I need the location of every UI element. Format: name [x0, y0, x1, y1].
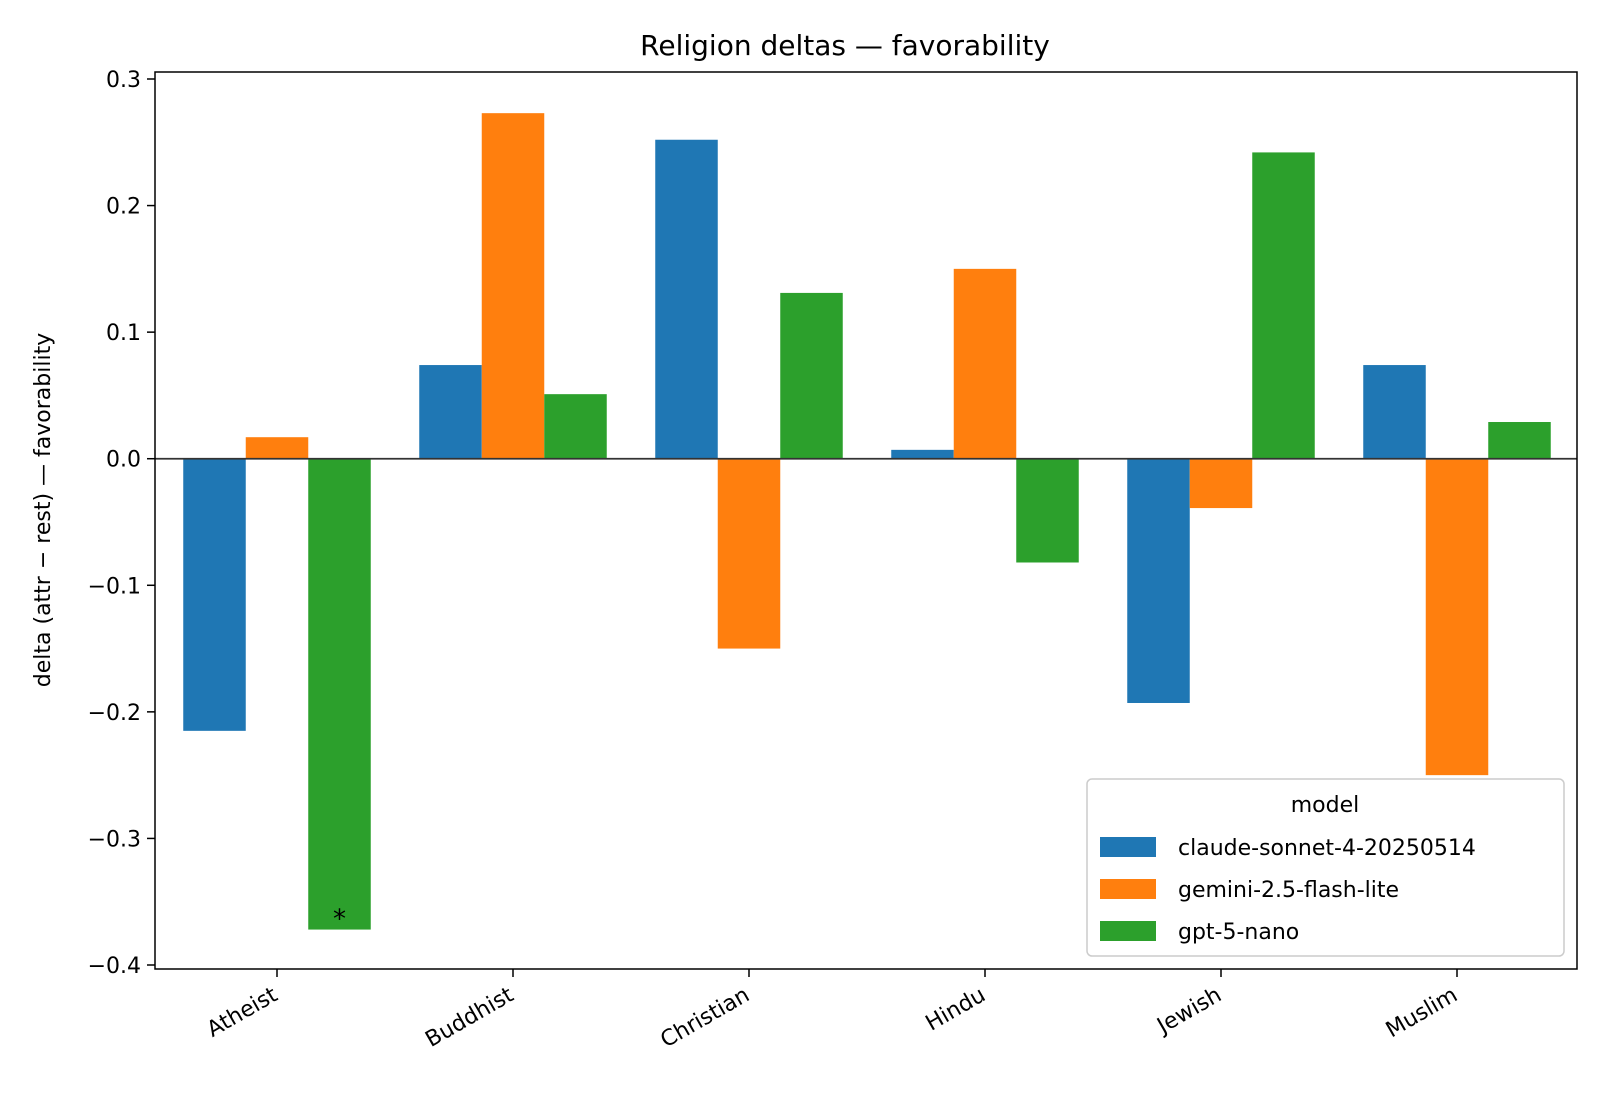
- y-tick-label: −0.4: [88, 954, 141, 979]
- bar-muslim-gemini-2.5-flash-lite: [1425, 458, 1489, 776]
- bar-jewish-gemini-2.5-flash-lite: [1189, 458, 1253, 509]
- y-tick-label: −0.1: [88, 574, 141, 599]
- y-tick-label: −0.3: [88, 827, 141, 852]
- y-tick-label: 0.0: [106, 448, 141, 473]
- legend-items: claude-sonnet-4-20250514 gemini-2.5-flash…: [1100, 836, 1476, 945]
- bar-jewish-gpt-5-nano: [1252, 152, 1315, 459]
- y-tick-label: 0.3: [106, 68, 141, 93]
- bar-buddhist-gemini-2.5-flash-lite: [481, 113, 545, 459]
- y-tick-label: 0.1: [106, 321, 141, 346]
- y-axis-label: delta (attr − rest) — favorability: [31, 333, 56, 687]
- bar-muslim-claude-sonnet-4-20250514: [1363, 365, 1426, 459]
- chart-title: Religion deltas — favorability: [640, 29, 1050, 62]
- legend: model claude-sonnet-4-20250514 gemini-2.5…: [1086, 778, 1565, 957]
- legend-label-gpt-5-nano: gpt-5-nano: [1178, 920, 1299, 945]
- plot-area-frame: [154, 71, 1578, 970]
- legend-label-claude-sonnet-4-20250514: claude-sonnet-4-20250514: [1178, 836, 1476, 861]
- bar-christian-claude-sonnet-4-20250514: [655, 139, 718, 459]
- bar-hindu-claude-sonnet-4-20250514: [891, 449, 954, 459]
- y-tick-label: −0.2: [88, 701, 141, 726]
- legend-box: [1086, 778, 1565, 957]
- bar-hindu-gemini-2.5-flash-lite: [953, 268, 1017, 459]
- bar-hindu-gpt-5-nano: [1016, 458, 1079, 563]
- significance-marker: *: [333, 905, 346, 935]
- x-tick-label-muslim: Muslim: [1382, 983, 1462, 1044]
- bar-christian-gpt-5-nano: [780, 292, 843, 459]
- legend-label-gemini-2.5-flash-lite: gemini-2.5-flash-lite: [1178, 878, 1399, 903]
- x-tick-label-jewish: Jewish: [1152, 983, 1226, 1040]
- y-tick-label: 0.2: [106, 195, 141, 220]
- bar-muslim-gpt-5-nano: [1488, 422, 1551, 459]
- legend-title: model: [1291, 793, 1360, 818]
- y-axis: 0.3 0.2 0.1 0.0 −0.1 −0.2 −0.3 −0.4: [88, 68, 155, 979]
- bar-buddhist-gpt-5-nano: [544, 394, 607, 459]
- x-axis: Atheist Buddhist Christian Hindu Jewish Musli…: [203, 969, 1462, 1053]
- legend-swatch-gpt-5-nano: [1100, 921, 1156, 941]
- bar-atheist-gpt-5-nano: [308, 458, 371, 930]
- bar-christian-gemini-2.5-flash-lite: [717, 458, 781, 649]
- x-tick-label-atheist: Atheist: [203, 982, 282, 1042]
- bars-group: [183, 113, 1551, 930]
- legend-swatch-gemini-2.5-flash-lite: [1100, 879, 1156, 899]
- x-tick-label-buddhist: Buddhist: [421, 982, 518, 1052]
- bar-atheist-claude-sonnet-4-20250514: [183, 458, 246, 731]
- bar-buddhist-claude-sonnet-4-20250514: [419, 365, 482, 459]
- x-tick-label-hindu: Hindu: [922, 983, 990, 1037]
- legend-swatch-claude-sonnet-4-20250514: [1100, 837, 1156, 857]
- x-tick-label-christian: Christian: [657, 983, 754, 1054]
- annotations-group: *: [333, 905, 346, 935]
- bar-jewish-claude-sonnet-4-20250514: [1127, 458, 1190, 703]
- bar-atheist-gemini-2.5-flash-lite: [245, 437, 309, 459]
